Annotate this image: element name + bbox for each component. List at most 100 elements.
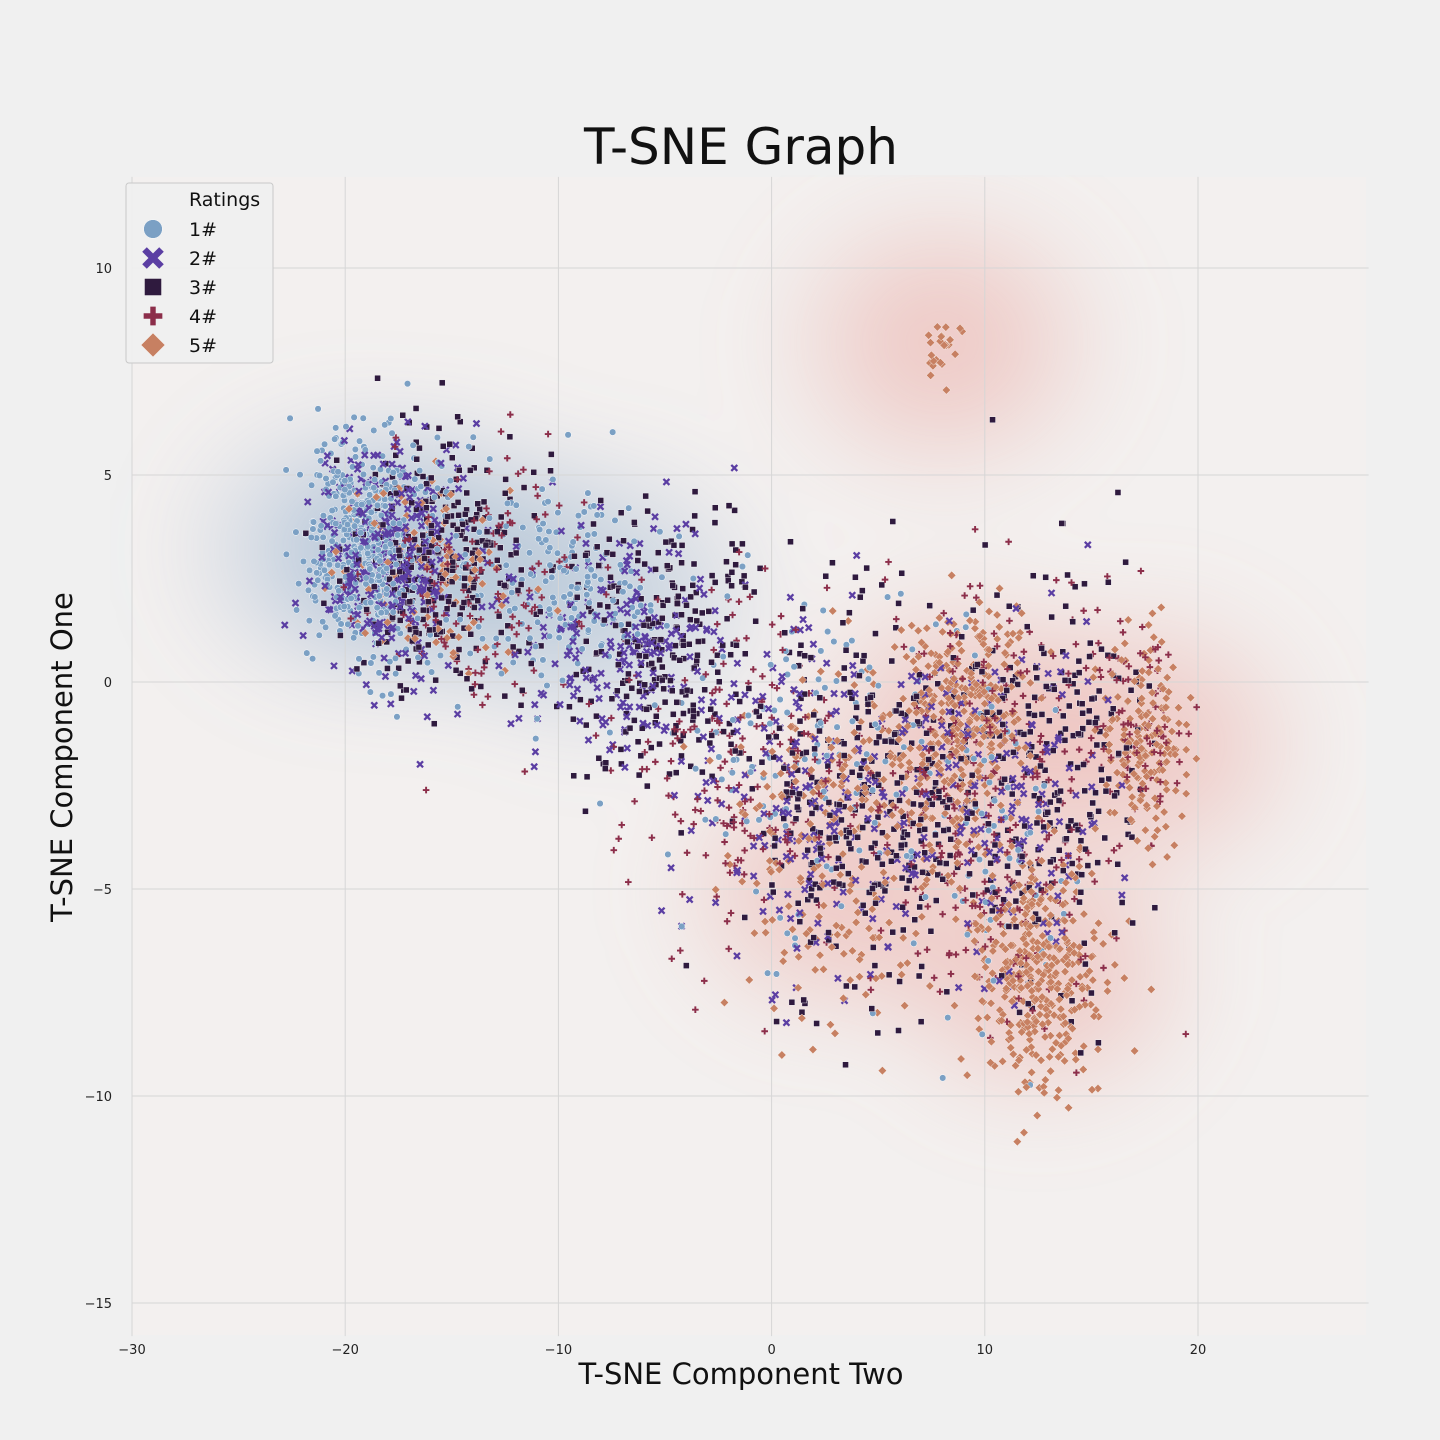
- point-1: [874, 682, 882, 690]
- point-1: [403, 380, 412, 388]
- point-3: [642, 653, 650, 660]
- point-3: [1071, 583, 1079, 591]
- point-3: [865, 708, 872, 715]
- point-3: [913, 789, 920, 796]
- point-3: [404, 657, 412, 665]
- x-axis-title: T-SNE Component Two: [577, 1357, 903, 1391]
- point-3: [893, 852, 900, 859]
- point-3: [1063, 835, 1070, 842]
- point-3: [686, 641, 693, 648]
- point-5: [928, 813, 938, 823]
- point-4: [511, 680, 519, 688]
- point-4: [938, 849, 946, 857]
- point-4: [470, 691, 478, 698]
- point-5: [894, 722, 904, 732]
- point-1: [428, 668, 436, 676]
- point-3: [398, 694, 405, 702]
- point-1: [292, 528, 300, 536]
- point-1: [533, 715, 541, 723]
- point-1: [932, 620, 940, 628]
- point-1: [526, 634, 534, 642]
- point-1: [865, 663, 874, 671]
- point-3: [843, 982, 850, 990]
- point-3: [739, 540, 746, 548]
- point-3: [699, 609, 706, 617]
- point-3: [438, 379, 446, 387]
- point-3: [1031, 712, 1038, 719]
- point-5: [926, 338, 935, 348]
- point-3: [1082, 960, 1089, 968]
- point-5: [1151, 813, 1161, 823]
- point-1: [985, 778, 994, 787]
- point-1: [675, 532, 683, 540]
- point-3: [648, 660, 655, 667]
- point-4: [727, 909, 735, 917]
- point-3: [461, 575, 468, 582]
- point-5: [828, 780, 838, 790]
- point-3: [502, 476, 509, 483]
- point-3: [656, 740, 663, 748]
- point-3: [1016, 1009, 1023, 1016]
- point-4: [607, 767, 615, 774]
- point-5: [896, 760, 906, 770]
- point-1: [584, 573, 592, 581]
- point-3: [1037, 762, 1044, 770]
- point-4: [847, 822, 854, 830]
- point-1: [542, 577, 550, 585]
- point-1: [584, 626, 592, 634]
- point-3: [927, 928, 935, 935]
- point-2: [977, 825, 985, 833]
- point-2: [280, 621, 289, 629]
- point-3: [595, 754, 603, 762]
- point-3: [428, 522, 435, 529]
- point-5: [900, 1001, 910, 1011]
- point-3: [570, 715, 577, 723]
- point-3: [1073, 688, 1081, 696]
- point-1: [502, 561, 510, 569]
- point-3: [1066, 702, 1073, 710]
- point-3: [797, 642, 805, 649]
- point-3: [672, 769, 680, 776]
- point-3: [796, 918, 804, 925]
- point-3: [736, 698, 743, 705]
- point-3: [813, 896, 820, 904]
- point-1: [900, 743, 908, 751]
- point-1: [701, 816, 709, 824]
- point-5: [760, 917, 770, 926]
- point-1: [436, 651, 445, 660]
- point-1: [395, 519, 403, 527]
- point-2: [429, 686, 438, 695]
- point-1: [389, 468, 397, 477]
- point-2: [593, 683, 602, 692]
- point-1: [389, 608, 397, 616]
- point-5: [1120, 638, 1130, 648]
- point-3: [810, 934, 817, 941]
- point-1: [587, 566, 595, 574]
- point-1: [308, 481, 316, 489]
- point-3: [859, 587, 866, 594]
- point-4: [987, 936, 995, 943]
- point-3: [692, 607, 699, 615]
- point-3: [1064, 571, 1071, 579]
- point-3: [678, 542, 686, 549]
- point-1: [782, 655, 790, 663]
- point-4: [1146, 740, 1154, 748]
- point-3: [1095, 808, 1102, 815]
- point-4: [1115, 709, 1123, 716]
- point-1: [354, 622, 362, 630]
- point-3: [467, 631, 474, 638]
- point-4: [574, 534, 581, 541]
- point-1: [391, 478, 399, 487]
- point-3: [643, 706, 650, 713]
- point-3: [609, 551, 617, 558]
- point-3: [661, 698, 669, 706]
- point-3: [395, 546, 403, 554]
- point-3: [1098, 766, 1105, 773]
- point-3: [440, 443, 447, 450]
- legend-title: Ratings: [189, 189, 260, 211]
- point-1: [469, 433, 477, 441]
- point-3: [1098, 777, 1106, 784]
- point-3: [1060, 867, 1067, 874]
- point-5: [970, 814, 980, 824]
- point-1: [492, 634, 500, 642]
